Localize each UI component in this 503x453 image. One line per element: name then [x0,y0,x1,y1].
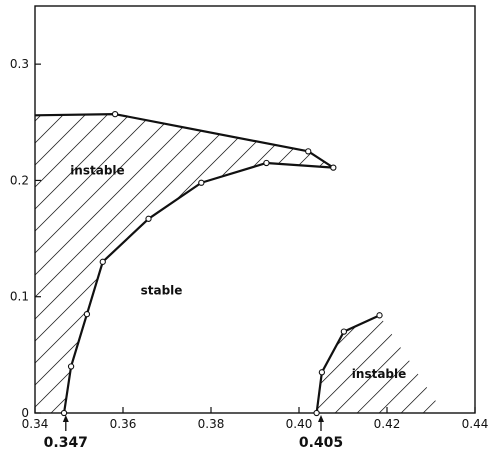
x-tick-label: 0.44 [462,417,489,431]
hatch-line [203,308,308,413]
hatch-line [35,114,80,413]
marker-arrow-head [62,415,69,422]
data-point [376,312,383,319]
data-point [318,369,326,376]
marker-label: 0.405 [299,435,343,451]
x-tick-label: 0.40 [286,417,313,431]
hatch-instable-region-upper [35,99,503,413]
data-point [99,258,106,265]
y-tick-label: 0.3 [10,57,29,71]
hatch-line [226,114,334,413]
hatch-line [337,99,503,413]
hatch-line [35,114,58,413]
data-point [145,215,152,222]
region-label: instable [70,164,124,178]
hatch-line [35,114,300,413]
region-label: instable [352,367,406,381]
hatch-line [491,99,503,413]
marker-label: 0.347 [44,435,88,451]
hatch-line [35,114,278,413]
x-tick-label: 0.42 [374,417,401,431]
hatch-line [334,315,440,413]
plot-frame [34,5,476,414]
hatch-line [270,114,334,413]
hatch-line [403,99,503,413]
y-tick-label: 0 [21,406,29,420]
data-point [305,148,312,155]
hatch-line [35,114,36,413]
marker-arrow-head [318,415,324,422]
hatch-line [316,315,331,413]
hatch-line [35,114,256,413]
hatch-line [359,99,503,413]
x-tick-label: 0.38 [198,417,225,431]
hatch-line [204,114,334,413]
data-point [263,159,270,167]
hatch-line [422,315,440,413]
y-tick-label: 0.1 [10,290,29,304]
hatch-line [316,315,397,413]
hatch-line [381,99,503,413]
data-point [313,409,320,417]
y-tick-label: 0.2 [10,173,29,187]
hatch-line [35,114,190,413]
hatch-line [35,114,212,413]
hatch-line [378,315,440,413]
data-point [60,409,68,417]
hatch-line [356,315,440,413]
hatch-line [469,99,503,413]
data-point [340,328,348,335]
hatch-line [445,308,503,413]
data-point [198,179,205,186]
hatch-instable-region-lower [203,308,503,413]
stability-boundary-curve [315,314,380,414]
data-point [330,164,337,171]
hatch-line [35,114,124,413]
hatch-line [467,308,503,413]
stability-boundary-curve [34,113,335,414]
data-point [67,363,75,370]
hatch-line [35,114,234,413]
hatch-line [489,308,503,413]
hatch-line [35,114,146,413]
hatch-line [35,114,102,413]
hatch-line [316,315,353,413]
hatch-line [35,114,168,413]
region-label: stable [141,283,183,297]
hatch-line [248,114,334,413]
x-tick-label: 0.36 [110,417,137,431]
data-point [111,110,119,118]
hatch-line [400,315,440,413]
x-tick-label: 0.34 [22,417,49,431]
hatch-line [425,99,503,413]
data-point [83,311,91,318]
